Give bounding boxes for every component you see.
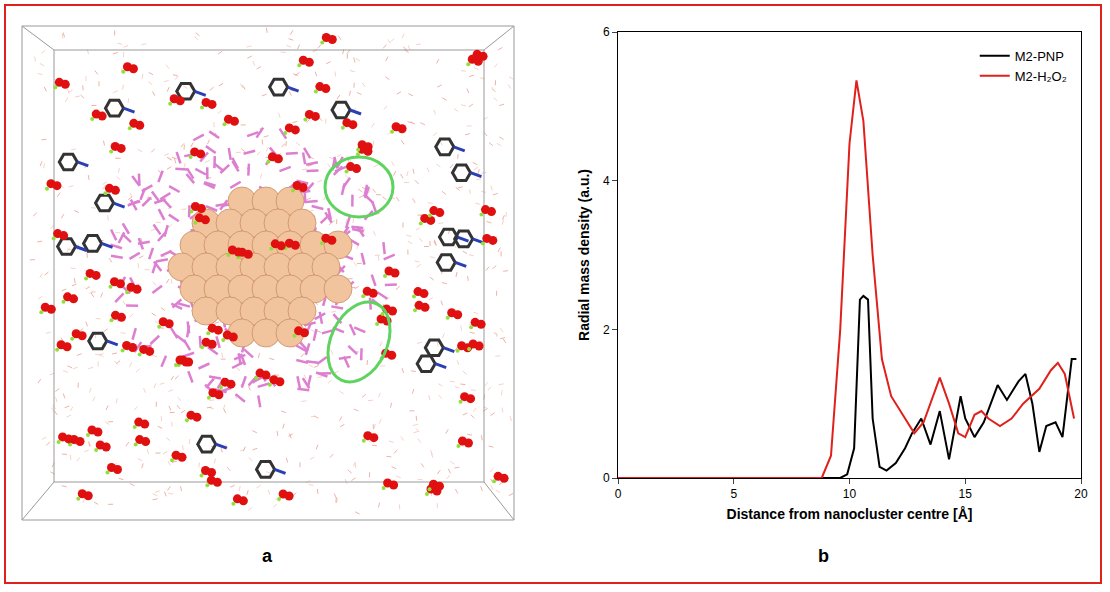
svg-text:0: 0 [603,471,610,485]
svg-text:Distance from nanocluster cent: Distance from nanocluster centre [Å] [727,506,973,522]
svg-text:5: 5 [730,487,737,501]
svg-text:M2-PNP: M2-PNP [1015,49,1064,64]
svg-text:4: 4 [603,174,610,188]
svg-text:0: 0 [615,487,622,501]
svg-text:20: 20 [1074,487,1088,501]
html-text:a: a [262,546,272,566]
svg-text:Radial mass density (a.u.): Radial mass density (a.u.) [576,169,592,341]
svg-text:M2-H₂O₂: M2-H₂O₂ [1015,69,1067,84]
html-text:b: b [818,546,829,566]
svg-text:6: 6 [603,25,610,39]
svg-text:15: 15 [959,487,973,501]
svg-text:10: 10 [843,487,857,501]
svg-text:2: 2 [603,323,610,337]
